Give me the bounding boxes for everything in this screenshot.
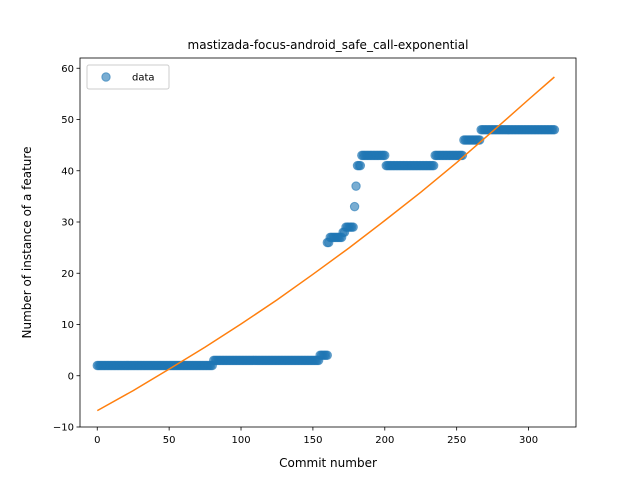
legend: data bbox=[86, 64, 170, 90]
data-point bbox=[474, 135, 485, 145]
y-axis-label: Number of instance of a feature bbox=[20, 147, 34, 339]
x-tick-label: 150 bbox=[303, 435, 322, 446]
x-tick-label: 300 bbox=[519, 435, 538, 446]
legend-marker-data bbox=[101, 72, 111, 82]
x-tick-label: 200 bbox=[375, 435, 394, 446]
data-point bbox=[549, 125, 560, 135]
chart-title: mastizada-focus-android_safe_call-expone… bbox=[188, 38, 469, 52]
legend-label-data: data bbox=[132, 73, 155, 84]
axes-frame bbox=[79, 57, 577, 428]
data-point bbox=[355, 160, 366, 171]
y-tick-label: −10 bbox=[53, 423, 74, 434]
exponential-fit-line bbox=[96, 76, 555, 412]
x-axis-ticks: 0 50 100 150 200 250 300 bbox=[94, 427, 538, 446]
x-tick-label: 50 bbox=[163, 435, 176, 446]
data-point bbox=[380, 150, 390, 161]
x-tick-label: 250 bbox=[447, 435, 466, 446]
y-tick-label: 40 bbox=[61, 166, 74, 177]
plot-area bbox=[79, 57, 577, 428]
data-point bbox=[351, 181, 361, 191]
y-tick-label: 10 bbox=[61, 320, 74, 331]
y-tick-label: 0 bbox=[68, 371, 74, 382]
data-point bbox=[348, 222, 358, 232]
y-tick-label: 30 bbox=[61, 218, 74, 229]
data-point bbox=[349, 201, 360, 212]
y-tick-label: 60 bbox=[61, 64, 74, 75]
x-tick-label: 0 bbox=[94, 435, 100, 446]
y-tick-label: 50 bbox=[61, 115, 74, 126]
x-axis-label: Commit number bbox=[279, 456, 377, 470]
data-point bbox=[322, 350, 332, 360]
data-point bbox=[428, 160, 439, 171]
y-axis-ticks: −10 0 10 20 30 40 50 60 bbox=[53, 64, 80, 434]
x-tick-label: 100 bbox=[231, 435, 250, 446]
y-tick-label: 20 bbox=[61, 269, 74, 280]
data-points bbox=[92, 125, 560, 371]
data-point bbox=[457, 150, 468, 161]
legend-box bbox=[86, 64, 170, 90]
